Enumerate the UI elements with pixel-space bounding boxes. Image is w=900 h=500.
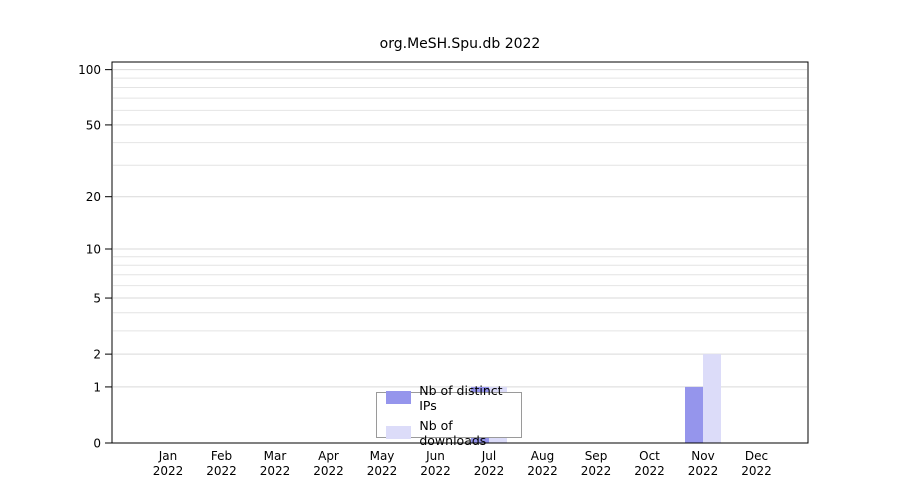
legend-item-downloads: Nb of downloads	[386, 418, 521, 448]
x-tick-label-dec: Dec	[745, 449, 768, 463]
y-tick-label-5: 5	[93, 292, 101, 306]
x-tick-label-jan: Jan	[158, 449, 178, 463]
x-tick-label-oct: Oct	[639, 449, 660, 463]
x-tick-year-nov: 2022	[688, 464, 719, 478]
y-tick-label-20: 20	[86, 190, 101, 204]
y-tick-label-50: 50	[86, 118, 101, 132]
x-tick-label-mar: Mar	[264, 449, 287, 463]
x-tick-label-jun: Jun	[425, 449, 445, 463]
x-tick-year-aug: 2022	[527, 464, 558, 478]
x-tick-label-may: May	[370, 449, 395, 463]
x-tick-year-jan: 2022	[153, 464, 184, 478]
y-tick-label-10: 10	[86, 243, 101, 257]
legend-label-distinct-ips: Nb of distinct IPs	[419, 382, 503, 413]
y-tick-label-100: 100	[78, 63, 101, 77]
x-tick-year-jun: 2022	[420, 464, 451, 478]
x-tick-label-sep: Sep	[585, 449, 608, 463]
x-tick-label-feb: Feb	[211, 449, 232, 463]
x-tick-year-sep: 2022	[581, 464, 612, 478]
x-tick-label-apr: Apr	[318, 449, 339, 463]
x-tick-year-may: 2022	[367, 464, 398, 478]
x-tick-year-apr: 2022	[313, 464, 344, 478]
x-tick-year-dec: 2022	[741, 464, 772, 478]
y-tick-label-2: 2	[93, 348, 101, 362]
legend-label-downloads: Nb of downloads	[419, 417, 487, 448]
legend-item-distinct-ips: Nb of distinct IPs	[386, 383, 521, 413]
bar-nov-distinct-ips	[685, 386, 703, 443]
x-tick-year-feb: 2022	[206, 464, 237, 478]
x-tick-year-mar: 2022	[260, 464, 291, 478]
legend-swatch-distinct-ips	[386, 391, 412, 404]
plot-border	[111, 61, 809, 444]
x-tick-label-nov: Nov	[691, 449, 714, 463]
x-tick-year-oct: 2022	[634, 464, 665, 478]
legend: Nb of distinct IPs Nb of downloads	[376, 383, 522, 448]
x-tick-label-jul: Jul	[481, 449, 496, 463]
bar-nov-downloads	[703, 354, 721, 443]
y-tick-label-0: 0	[93, 437, 101, 451]
y-tick-label-1: 1	[93, 380, 101, 394]
x-tick-year-jul: 2022	[474, 464, 505, 478]
x-tick-label-aug: Aug	[531, 449, 554, 463]
chart-title: org.MeSH.Spu.db 2022	[379, 36, 541, 52]
legend-swatch-downloads	[386, 426, 412, 439]
